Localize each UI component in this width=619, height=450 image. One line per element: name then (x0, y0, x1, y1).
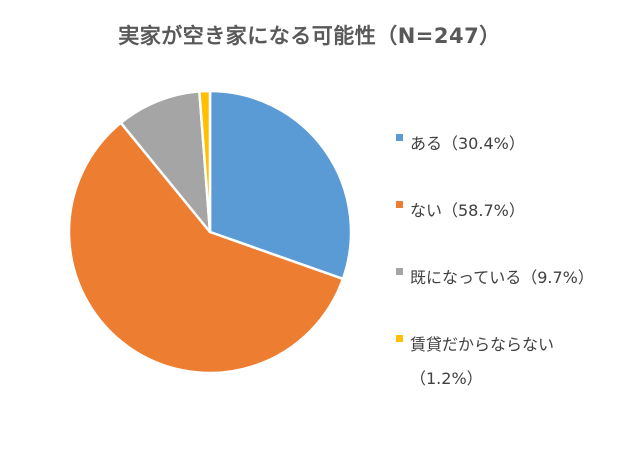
legend-item-nai: ない（58.7%） (396, 194, 611, 228)
legend: ある（30.4%） ない（58.7%） 既になっている（9.7%） 賃貸だからな… (396, 134, 611, 436)
legend-label-nai: ない（58.7%） (410, 201, 525, 220)
legend-swatch-chintai (396, 335, 403, 342)
legend-swatch-nai (396, 201, 403, 208)
legend-label-chintai: 賃貸だからならない（1.2%） (410, 335, 555, 388)
chart-title: 実家が空き家になる可能性（N=247） (118, 24, 501, 48)
legend-swatch-aru (396, 134, 403, 141)
legend-label-aru: ある（30.4%） (410, 134, 525, 153)
pie-slice-nai (67, 121, 345, 375)
pie-slice-chintai (198, 89, 212, 234)
legend-label-sude: 既になっている（9.7%） (410, 268, 594, 287)
legend-swatch-sude (396, 268, 403, 275)
legend-item-sude: 既になっている（9.7%） (396, 261, 611, 295)
legend-item-aru: ある（30.4%） (396, 127, 611, 161)
legend-item-chintai: 賃貸だからならない（1.2%） (396, 328, 611, 396)
pie-chart (67, 89, 353, 375)
pie-slice-aru (208, 89, 353, 281)
pie-slice-sude (119, 90, 212, 234)
